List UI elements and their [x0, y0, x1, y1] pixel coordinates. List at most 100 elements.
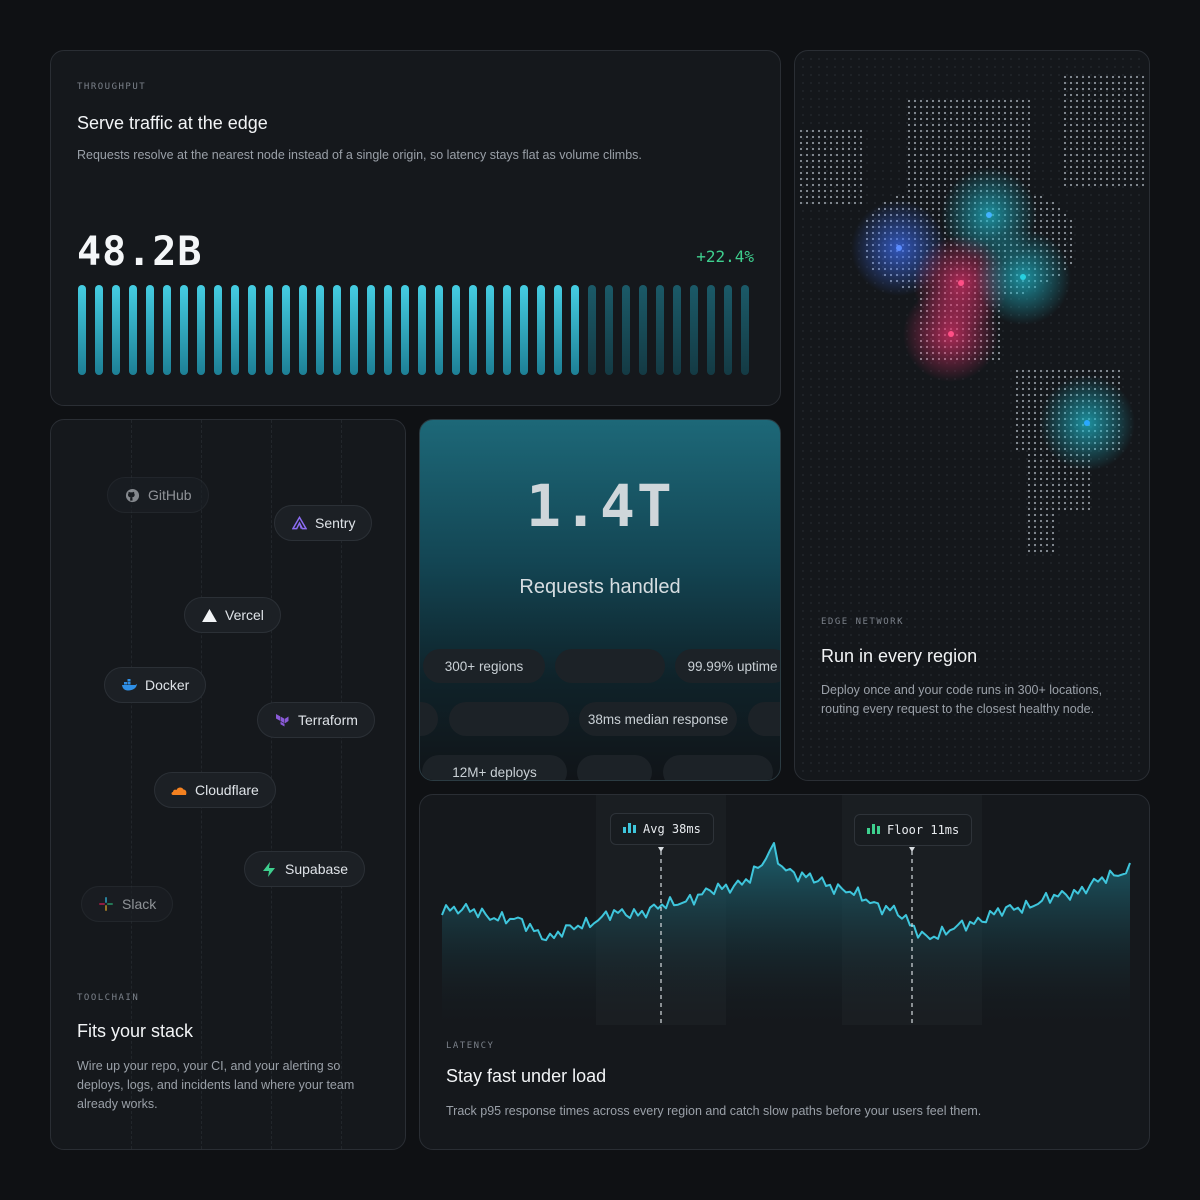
integration-label: GitHub — [148, 487, 192, 503]
throughput-bar — [639, 285, 647, 375]
integration-label: Vercel — [225, 607, 264, 623]
region-node — [958, 280, 964, 286]
throughput-bar — [248, 285, 256, 375]
slack-icon — [98, 896, 114, 912]
integration-label: Slack — [122, 896, 157, 912]
throughput-bar — [741, 285, 749, 375]
throughput-bar — [384, 285, 392, 375]
region-node — [896, 245, 902, 251]
stat-pill-blank — [663, 755, 773, 780]
integration-chip-sentry[interactable]: Sentry — [274, 505, 373, 541]
stat-pill-blank — [420, 702, 438, 736]
marker-arrow-floor — [909, 847, 915, 852]
region-node — [1020, 274, 1026, 280]
throughput-eyebrow: THROUGHPUT — [77, 82, 147, 92]
throughput-bar — [656, 285, 664, 375]
throughput-description: Requests resolve at the nearest node ins… — [77, 148, 642, 162]
throughput-bar — [350, 285, 358, 375]
throughput-bar — [486, 285, 494, 375]
throughput-bar-meter — [78, 285, 749, 375]
throughput-bar — [333, 285, 341, 375]
world-dot-map — [799, 58, 1145, 772]
stat-pill: 99.99% uptime — [675, 649, 780, 683]
throughput-bar — [146, 285, 154, 375]
integration-chip-docker[interactable]: Docker — [104, 667, 207, 703]
throughput-bar — [78, 285, 86, 375]
throughput-bar — [605, 285, 613, 375]
edge-network-card: EDGE NETWORK Run in every region Deploy … — [794, 50, 1150, 781]
toolchain-description: Wire up your repo, your CI, and your ale… — [77, 1059, 355, 1111]
throughput-bar — [316, 285, 324, 375]
throughput-bar — [180, 285, 188, 375]
throughput-bar — [367, 285, 375, 375]
integration-label: Sentry — [315, 515, 356, 531]
throughput-bar — [503, 285, 511, 375]
throughput-bar — [622, 285, 630, 375]
marker-label: Avg 38ms — [643, 822, 701, 836]
marker-arrow-avg — [658, 847, 664, 852]
throughput-bar — [197, 285, 205, 375]
throughput-bar — [214, 285, 222, 375]
throughput-bar — [265, 285, 273, 375]
throughput-bar — [112, 285, 120, 375]
integration-label: Cloudflare — [195, 782, 259, 798]
integration-chip-cloudflare[interactable]: Cloudflare — [154, 772, 276, 808]
throughput-bar — [129, 285, 137, 375]
sentry-icon — [291, 515, 307, 531]
latency-line — [441, 842, 1131, 942]
latency-area — [442, 843, 1130, 1035]
marker-avg: Avg 38ms — [610, 813, 714, 845]
bar-chart-icon — [867, 823, 880, 837]
throughput-bar — [282, 285, 290, 375]
integration-chip-supabase[interactable]: Supabase — [244, 851, 366, 887]
throughput-bar — [95, 285, 103, 375]
stat-pill-blank — [577, 755, 652, 780]
vercel-icon — [201, 607, 217, 623]
toolchain-eyebrow: TOOLCHAIN — [77, 993, 140, 1003]
integration-label: Docker — [145, 677, 190, 693]
throughput-bar — [163, 285, 171, 375]
stat-pill-blank — [748, 702, 780, 736]
stat-pill: 38ms median response — [579, 702, 737, 736]
integration-label: Supabase — [285, 861, 349, 877]
grid-line — [341, 420, 342, 1149]
integration-chip-slack[interactable]: Slack — [81, 886, 174, 922]
throughput-bar — [520, 285, 528, 375]
docker-icon — [121, 677, 137, 693]
latency-title: Stay fast under load — [446, 1066, 607, 1086]
latency-card: Avg 38ms Floor 11ms LATENCY Stay fast un… — [419, 794, 1150, 1150]
throughput-bar — [418, 285, 426, 375]
throughput-bar — [452, 285, 460, 375]
throughput-bar — [401, 285, 409, 375]
marker-label: Floor 11ms — [887, 823, 960, 837]
toolchain-card: GitHub Sentry Vercel Docker Terraform Cl… — [50, 419, 406, 1150]
throughput-bar — [554, 285, 562, 375]
latency-eyebrow: LATENCY — [446, 1041, 495, 1051]
region-node — [1084, 420, 1090, 426]
throughput-delta: +22.4% — [696, 247, 754, 266]
stat-pill: 12M+ deploys — [422, 755, 567, 780]
throughput-bar — [571, 285, 579, 375]
latency-description: Track p95 response times across every re… — [446, 1104, 982, 1118]
integration-chip-vercel[interactable]: Vercel — [184, 597, 281, 633]
throughput-bar — [435, 285, 443, 375]
throughput-bar — [690, 285, 698, 375]
edge-network-eyebrow: EDGE NETWORK — [821, 617, 905, 627]
integration-chip-github[interactable]: GitHub — [107, 477, 209, 513]
integration-chip-terraform[interactable]: Terraform — [257, 702, 375, 738]
integration-label: Terraform — [298, 712, 358, 728]
requests-card: 1.4T Requests handled 300+ regions 99.99… — [419, 419, 781, 781]
throughput-card: THROUGHPUT Serve traffic at the edge Req… — [50, 50, 781, 406]
marker-floor: Floor 11ms — [854, 814, 973, 846]
throughput-bar — [673, 285, 681, 375]
throughput-bar — [707, 285, 715, 375]
throughput-bar — [724, 285, 732, 375]
throughput-bar — [588, 285, 596, 375]
edge-network-description: Deploy once and your code runs in 300+ l… — [821, 683, 1103, 716]
github-icon — [124, 487, 140, 503]
region-node — [986, 212, 992, 218]
stat-pill-blank — [555, 649, 665, 683]
cloudflare-icon — [171, 782, 187, 798]
supabase-icon — [261, 861, 277, 877]
latency-chart — [441, 795, 1131, 1035]
